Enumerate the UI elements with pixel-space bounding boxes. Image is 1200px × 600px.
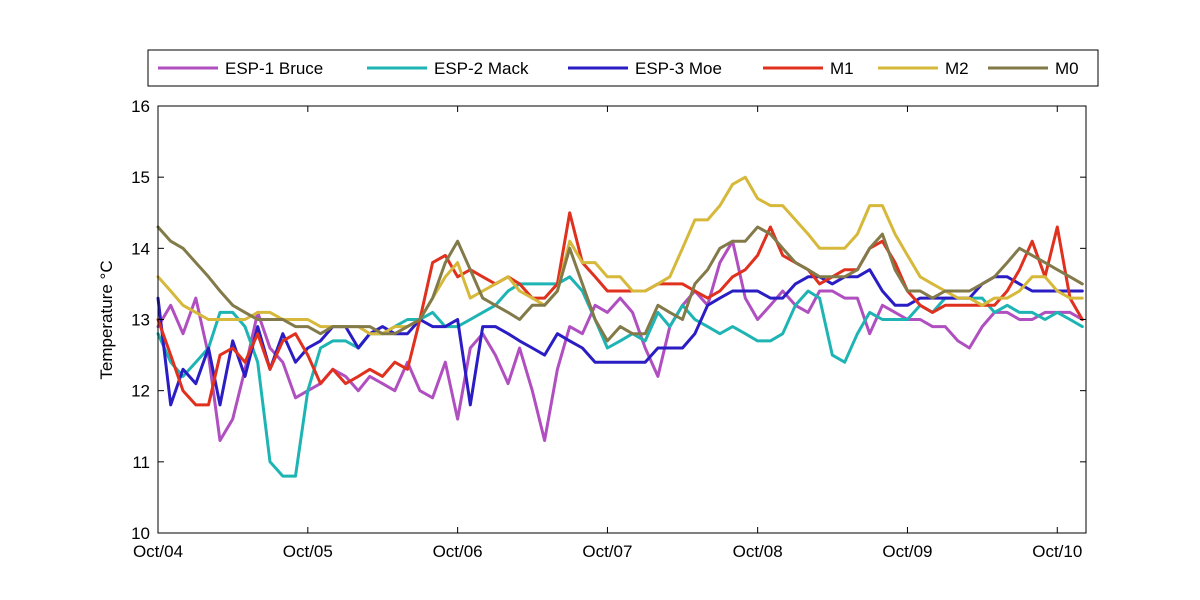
y-tick-label: 16	[131, 97, 150, 116]
series-line-m2	[156, 175, 1084, 336]
x-tick-label: Oct/09	[882, 542, 932, 561]
legend-label-m0: M0	[1055, 59, 1079, 78]
y-axis: 10 11 12 13 14 15 16	[131, 97, 1086, 543]
legend: ESP-1 Bruce ESP-2 Mack ESP-3 Moe M1 M2 M0	[147, 49, 1099, 87]
x-tick-label: Oct/05	[283, 542, 333, 561]
x-tick-label: Oct/06	[433, 542, 483, 561]
x-tick-label: Oct/04	[133, 542, 183, 561]
y-tick-label: 11	[132, 453, 150, 472]
series-line-esp-1-bruce	[156, 239, 1084, 442]
x-tick-label: Oct/07	[582, 542, 632, 561]
x-axis: Oct/04 Oct/05 Oct/06 Oct/07 Oct/08 Oct/09 Oct/…	[133, 106, 1082, 561]
y-tick-label: 12	[131, 382, 150, 401]
series-layer	[156, 175, 1084, 478]
x-tick-label: Oct/08	[733, 542, 783, 561]
series-line-m0	[156, 225, 1084, 343]
legend-label-esp-2-mack: ESP-2 Mack	[434, 59, 529, 78]
y-tick-label: 15	[131, 168, 150, 187]
y-tick-label: 14	[131, 239, 150, 258]
series-line-esp-3-moe	[156, 268, 1084, 407]
series-line-m1	[156, 211, 1084, 407]
x-tick-label: Oct/10	[1032, 542, 1082, 561]
legend-label-esp-1-bruce: ESP-1 Bruce	[225, 59, 323, 78]
y-tick-label: 13	[131, 311, 150, 330]
y-tick-label: 10	[131, 524, 150, 543]
legend-label-esp-3-moe: ESP-3 Moe	[635, 59, 722, 78]
legend-label-m1: M1	[830, 59, 854, 78]
plot-area	[158, 106, 1086, 533]
legend-label-m2: M2	[945, 59, 969, 78]
y-axis-label: Temperature °C	[97, 260, 116, 379]
